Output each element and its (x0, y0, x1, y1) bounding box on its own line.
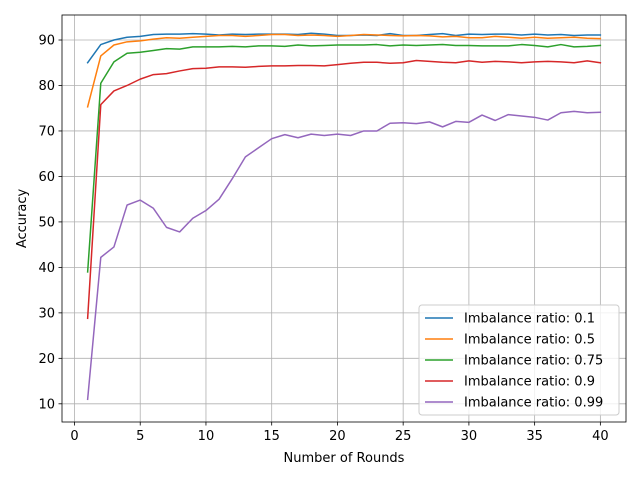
plot-area-frame (61, 14, 627, 423)
x-tick-label: 10 (198, 429, 215, 444)
legend: Imbalance ratio: 0.1 Imbalance ratio: 0.5… (418, 304, 620, 416)
y-axis-ticks: 10 20 30 40 50 60 70 80 90 (38, 34, 62, 412)
legend-entries: Imbalance ratio: 0.1 Imbalance ratio: 0.5… (425, 312, 603, 411)
legend-label: Imbalance ratio: 0.75 (464, 354, 603, 369)
legend-label: Imbalance ratio: 0.9 (464, 375, 595, 390)
x-axis-ticks: 0 5 10 15 20 25 30 35 40 (70, 422, 609, 444)
x-axis-label: Number of Rounds (284, 451, 405, 466)
x-tick-label: 5 (136, 429, 144, 444)
x-tick-label: 0 (70, 429, 78, 444)
y-tick-label: 50 (38, 215, 55, 230)
y-tick-label: 20 (38, 352, 55, 367)
y-axis-label: Accuracy (15, 189, 30, 249)
y-tick-label: 30 (38, 306, 55, 321)
x-tick-label: 35 (526, 429, 543, 444)
series-line-2 (86, 43, 602, 273)
series-line-1 (86, 33, 602, 108)
y-tick-label: 80 (38, 79, 55, 94)
legend-box (418, 304, 620, 416)
series-line-4 (86, 110, 602, 401)
y-tick-label: 70 (38, 124, 55, 139)
x-tick-label: 30 (461, 429, 478, 444)
y-tick-label: 10 (38, 397, 55, 412)
x-tick-label: 15 (263, 429, 280, 444)
y-tick-label: 40 (38, 261, 55, 276)
series-line-3 (86, 59, 602, 320)
x-tick-label: 25 (395, 429, 412, 444)
x-tick-label: 40 (592, 429, 609, 444)
legend-label: Imbalance ratio: 0.99 (464, 396, 603, 411)
y-tick-label: 60 (38, 170, 55, 185)
legend-label: Imbalance ratio: 0.1 (464, 312, 595, 327)
legend-label: Imbalance ratio: 0.5 (464, 333, 595, 348)
series-lines (86, 32, 602, 401)
x-tick-label: 20 (329, 429, 346, 444)
y-tick-label: 90 (38, 34, 55, 49)
